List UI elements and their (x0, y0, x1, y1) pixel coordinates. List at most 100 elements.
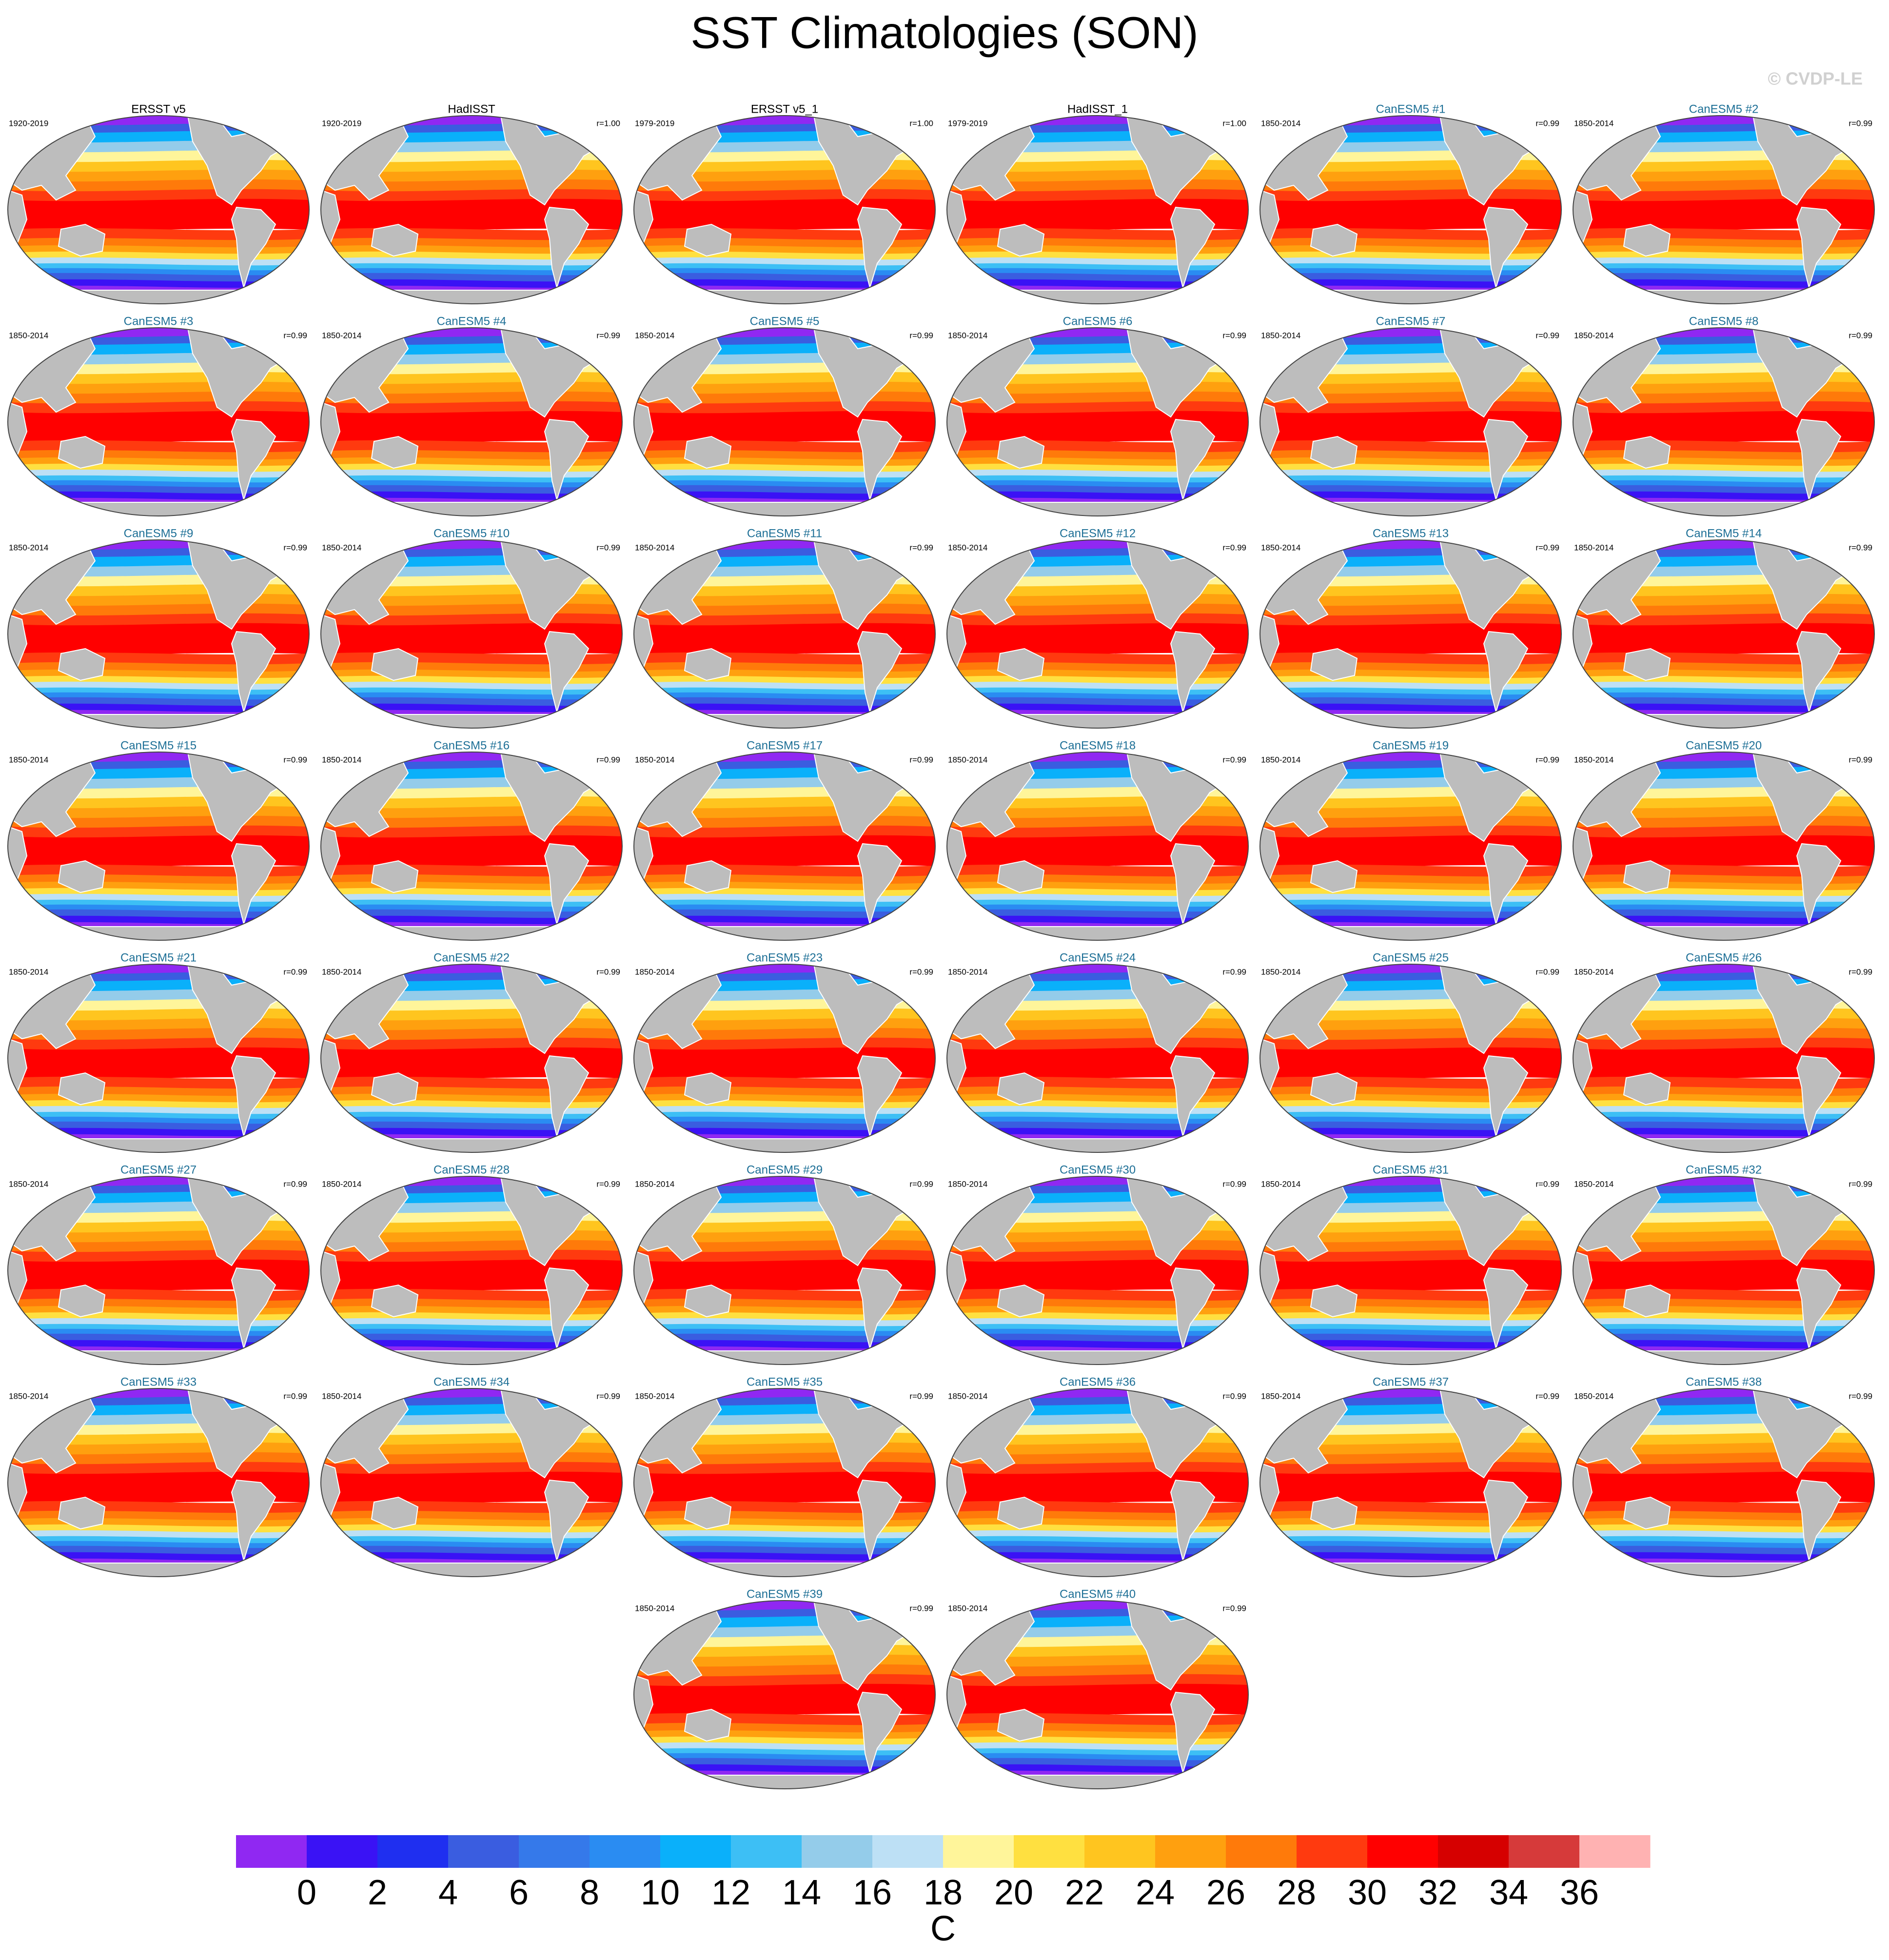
panel-correlation: r=1.00 (909, 119, 933, 128)
panel-title: CanESM5 #29 (747, 1163, 823, 1176)
colorbar-tick-label: 0 (297, 1873, 316, 1912)
map-panel (321, 539, 622, 730)
panel-period: 1850-2014 (948, 1179, 987, 1188)
panel-correlation: r=0.99 (1222, 1179, 1246, 1188)
panel-title: CanESM5 #22 (433, 951, 510, 964)
panel-title: CanESM5 #23 (747, 951, 823, 964)
panel-period: 1920-2019 (9, 119, 48, 128)
panel-period: 1850-2014 (1261, 967, 1300, 976)
colorbar-box (519, 1835, 590, 1868)
panel-title: CanESM5 #27 (120, 1163, 197, 1176)
panel-title: HadISST (448, 102, 495, 116)
colorbar-tick-label: 32 (1418, 1873, 1457, 1912)
panel-period: 1850-2014 (322, 331, 361, 340)
map-panel (8, 1175, 309, 1366)
panel-correlation: r=0.99 (1535, 967, 1559, 976)
map-panel (634, 539, 935, 730)
map-panel (1573, 327, 1874, 518)
colorbar-label: C (930, 1909, 956, 1948)
map-panel (947, 327, 1248, 518)
panel-correlation: r=0.99 (1535, 543, 1559, 552)
colorbar-box (590, 1835, 661, 1868)
panel-title: CanESM5 #28 (433, 1163, 510, 1176)
panel-period: 1850-2014 (948, 543, 987, 552)
map-panel (8, 327, 309, 518)
panel-period: 1850-2014 (948, 331, 987, 340)
map-panel (634, 1600, 935, 1791)
panel-title: CanESM5 #7 (1376, 315, 1446, 328)
colorbar-tick-label: 6 (509, 1873, 529, 1912)
panel-title: CanESM5 #37 (1373, 1375, 1449, 1388)
panel-title: CanESM5 #18 (1060, 739, 1136, 752)
panel-correlation: r=0.99 (283, 755, 307, 764)
colorbar-tick-label: 24 (1136, 1873, 1175, 1912)
panel-title: CanESM5 #26 (1686, 951, 1762, 964)
panel-period: 1850-2014 (635, 1179, 674, 1188)
panel-correlation: r=0.99 (283, 331, 307, 340)
colorbar-tick-label: 10 (641, 1873, 680, 1912)
panel-title: CanESM5 #20 (1686, 739, 1762, 752)
panel-period: 1850-2014 (322, 967, 361, 976)
colorbar-box (307, 1835, 378, 1868)
panel-period: 1850-2014 (635, 1604, 674, 1613)
panel-correlation: r=0.99 (596, 331, 620, 340)
map-panel (8, 539, 309, 730)
panel-title: CanESM5 #12 (1060, 527, 1136, 540)
map-panel (8, 115, 309, 306)
panel-period: 1850-2014 (1574, 1391, 1614, 1401)
panel-period: 1850-2014 (322, 543, 361, 552)
panel-title: CanESM5 #1 (1376, 102, 1446, 116)
panel-correlation: r=0.99 (1222, 331, 1246, 340)
panel-title: CanESM5 #9 (124, 527, 194, 540)
panel-correlation: r=0.99 (283, 1179, 307, 1188)
panel-correlation: r=0.99 (283, 967, 307, 976)
panel-title: CanESM5 #24 (1060, 951, 1136, 964)
panel-title: CanESM5 #17 (747, 739, 823, 752)
panel-period: 1920-2019 (322, 119, 361, 128)
figure-title: SST Climatologies (SON) (690, 8, 1198, 58)
panel-correlation: r=0.99 (1849, 755, 1872, 764)
panel-correlation: r=0.99 (1849, 967, 1872, 976)
map-panel (634, 1175, 935, 1366)
panel-period: 1850-2014 (1261, 331, 1300, 340)
panel-correlation: r=0.99 (909, 1604, 933, 1613)
panel-period: 1850-2014 (1574, 331, 1614, 340)
panel-correlation: r=0.99 (1222, 1604, 1246, 1613)
panel-period: 1850-2014 (9, 1391, 48, 1401)
panel-title: CanESM5 #36 (1060, 1375, 1136, 1388)
panel-period: 1850-2014 (9, 1179, 48, 1188)
map-panel (1573, 115, 1874, 306)
panel-correlation: r=0.99 (909, 1391, 933, 1401)
colorbar-tick-label: 22 (1065, 1873, 1104, 1912)
map-panel (1573, 963, 1874, 1154)
panel-correlation: r=0.99 (283, 1391, 307, 1401)
colorbar-tick-label: 34 (1489, 1873, 1528, 1912)
panel-title: CanESM5 #21 (120, 951, 197, 964)
map-panel (1260, 539, 1561, 730)
panel-title: CanESM5 #10 (433, 527, 510, 540)
colorbar-box (660, 1835, 731, 1868)
map-panel (321, 751, 622, 942)
colorbar-tick-label: 20 (994, 1873, 1033, 1912)
panel-correlation: r=0.99 (1222, 1391, 1246, 1401)
colorbar-tick-label: 2 (368, 1873, 387, 1912)
map-panel (1260, 115, 1561, 306)
panel-correlation: r=0.99 (596, 967, 620, 976)
panel-period: 1850-2014 (948, 755, 987, 764)
map-panel (321, 1175, 622, 1366)
panel-title: ERSST v5_1 (751, 102, 818, 116)
panel-period: 1850-2014 (948, 1604, 987, 1613)
map-panel (1260, 327, 1561, 518)
panel-period: 1850-2014 (948, 1391, 987, 1401)
panel-period: 1850-2014 (1574, 755, 1614, 764)
colorbar-box (1155, 1835, 1226, 1868)
panel-correlation: r=0.99 (909, 1179, 933, 1188)
panel-period: 1850-2014 (322, 1391, 361, 1401)
colorbar-tick-label: 4 (438, 1873, 458, 1912)
map-panel (1573, 751, 1874, 942)
panel-period: 1850-2014 (635, 755, 674, 764)
colorbar-box (943, 1835, 1014, 1868)
map-panel (634, 963, 935, 1154)
panel-correlation: r=0.99 (283, 543, 307, 552)
panel-period: 1850-2014 (1261, 1391, 1300, 1401)
